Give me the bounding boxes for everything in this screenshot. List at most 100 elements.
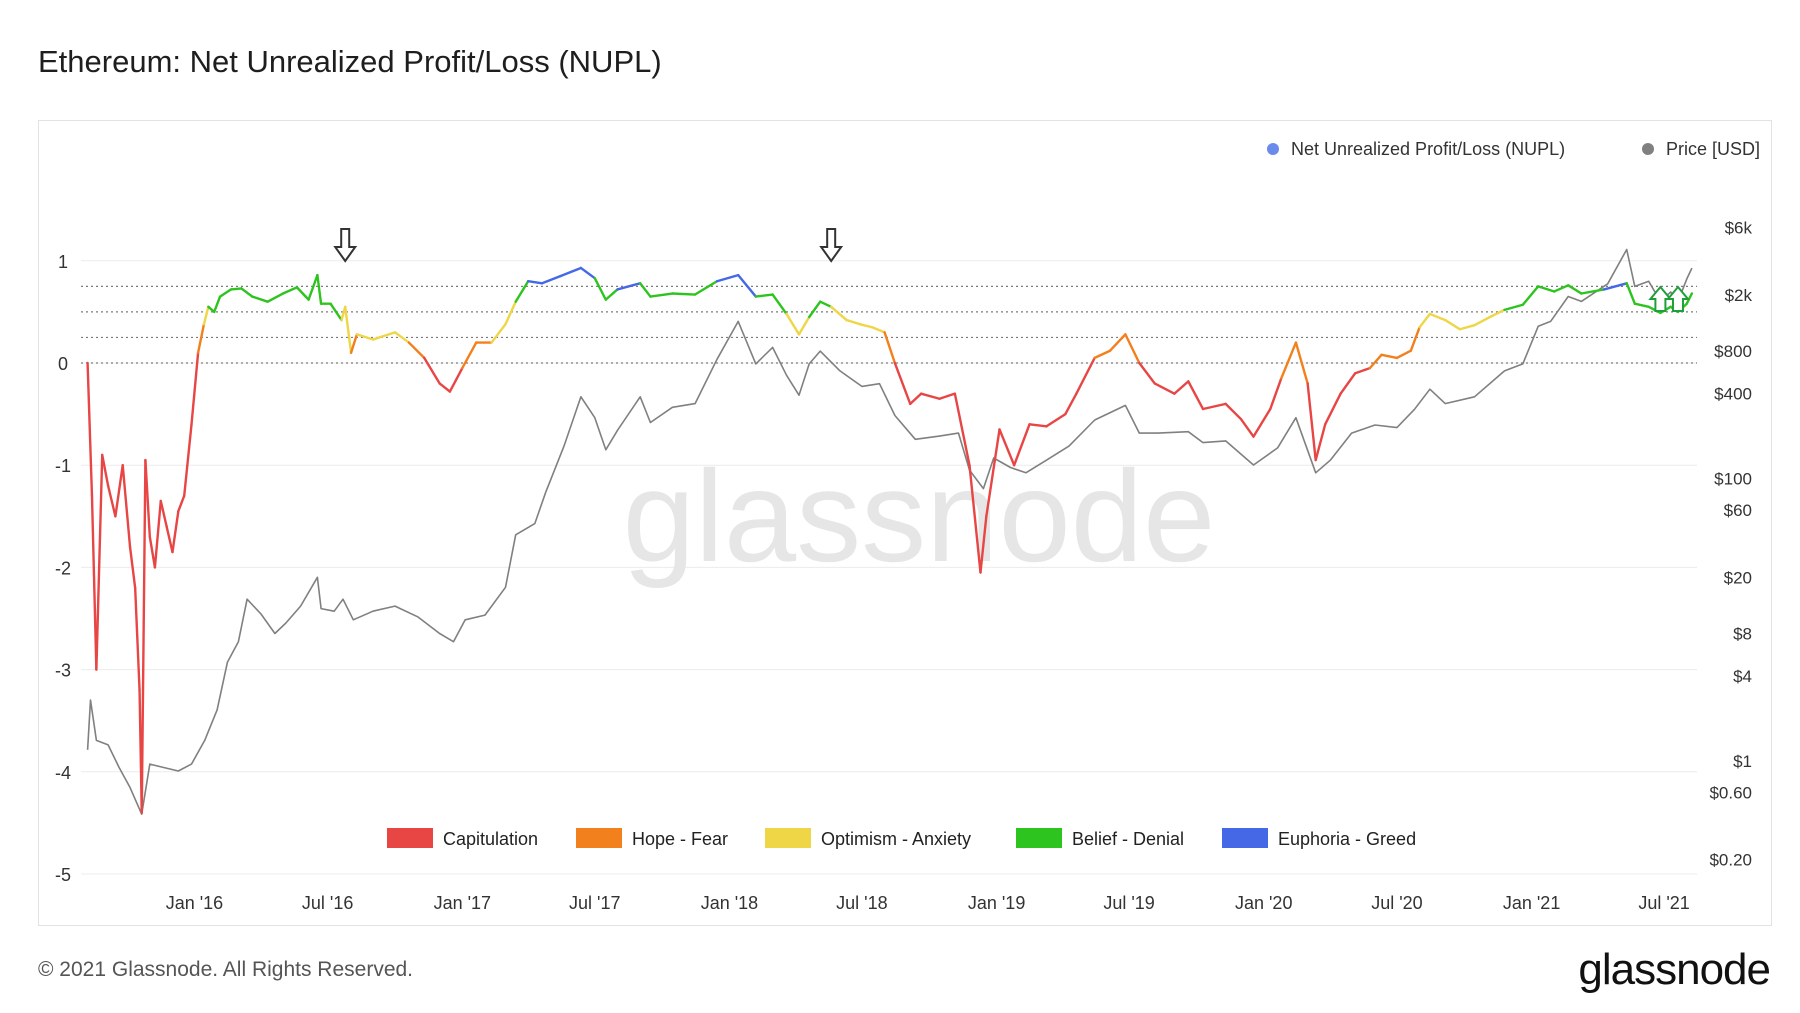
nupl-segment: [1280, 341, 1298, 380]
nupl-segment: [737, 273, 757, 298]
nupl-segment: [393, 331, 411, 344]
nupl-segment: [870, 326, 886, 334]
x-tick-label: Jan '19: [968, 893, 1025, 913]
nupl-segment: [1224, 402, 1243, 421]
zone-swatch: [576, 828, 622, 848]
nupl-segment: [514, 280, 530, 303]
x-tick-label: Jan '17: [434, 893, 491, 913]
nupl-segment: [1138, 361, 1156, 385]
x-tick-label: Jan '16: [166, 893, 223, 913]
nupl-segment: [121, 464, 132, 549]
nupl-segment: [1324, 392, 1342, 426]
nupl-segment: [196, 322, 206, 354]
nupl-segment: [423, 356, 441, 385]
right-tick-label: $2k: [1725, 286, 1753, 305]
nupl-segment: [153, 499, 162, 569]
right-tick-label: $8: [1733, 625, 1752, 644]
nupl-segment: [144, 458, 151, 538]
legend-label: Price [USD]: [1666, 139, 1760, 159]
zone-label: Belief - Denial: [1072, 829, 1184, 849]
nupl-segment: [148, 535, 157, 569]
right-tick-label: $0.20: [1709, 851, 1752, 870]
nupl-segment: [218, 288, 233, 298]
nupl-segment: [101, 453, 110, 487]
nupl-segment: [1536, 285, 1556, 293]
nupl-segment: [213, 295, 222, 314]
x-tick-label: Jan '20: [1235, 893, 1292, 913]
zone-swatch: [765, 828, 811, 848]
nupl-segment: [90, 494, 98, 671]
nupl-segment: [1553, 284, 1570, 293]
nupl-segment: [1187, 380, 1205, 411]
nupl-segment: [998, 428, 1016, 467]
nupl-segment: [1633, 302, 1650, 308]
nupl-segment: [649, 292, 674, 298]
arrow-down-icon: [819, 228, 844, 263]
nupl-segment: [1458, 323, 1476, 331]
annotations: [333, 228, 1691, 312]
nupl-segment: [355, 333, 375, 341]
arrow-up-icon: [1665, 285, 1691, 312]
nupl-segment: [1428, 312, 1447, 322]
nupl-segment: [1602, 282, 1628, 291]
nupl-segment: [1294, 341, 1309, 385]
left-tick-label: 0: [58, 354, 68, 374]
x-axis: Jan '16 Jul '16 Jan '17 Jul '17 Jan '18 Jul '…: [166, 893, 1690, 913]
nupl-segment: [281, 286, 299, 295]
nupl-segment: [1409, 326, 1421, 352]
nupl-segment: [461, 341, 478, 370]
nupl-segment: [1306, 382, 1317, 462]
right-tick-label: $0.60: [1709, 783, 1752, 802]
nupl-segment: [207, 305, 216, 314]
nupl-segment: [407, 341, 426, 360]
nupl-segment: [985, 428, 1001, 518]
nupl-segment: [316, 273, 323, 305]
nupl-segment: [448, 366, 464, 393]
nupl-segment: [909, 392, 923, 406]
left-tick-label: -2: [55, 558, 71, 578]
legend-dot: [1642, 143, 1654, 155]
nupl-segment: [240, 287, 254, 298]
nupl-segment: [579, 266, 596, 280]
nupl-segment: [938, 392, 957, 400]
nupl-segment: [504, 300, 517, 326]
nupl-segment: [953, 392, 971, 467]
nupl-segment: [1418, 312, 1432, 329]
nupl-segment: [165, 525, 174, 554]
nupl-segment: [1395, 349, 1413, 360]
nupl-segment: [808, 300, 822, 319]
zone-label: Optimism - Anxiety: [821, 829, 971, 849]
nupl-segment: [140, 458, 147, 814]
nupl-segment: [190, 351, 200, 426]
nupl-segment: [1012, 423, 1031, 467]
left-tick-label: -4: [55, 763, 71, 783]
nupl-segment: [1075, 356, 1096, 395]
nupl-segment: [883, 331, 897, 365]
right-tick-label: $1: [1733, 752, 1752, 771]
nupl-segment: [1108, 333, 1127, 352]
nupl-segment: [1124, 333, 1141, 365]
x-tick-label: Jul '20: [1371, 893, 1422, 913]
nupl-segment: [616, 282, 642, 291]
zone-swatch: [1016, 828, 1062, 848]
x-tick-label: Jan '21: [1503, 893, 1560, 913]
nupl-segment: [920, 392, 941, 400]
nupl-segment: [819, 300, 833, 308]
nupl-segment: [1269, 377, 1283, 411]
nupl-segment: [1314, 423, 1327, 462]
nupl-segment: [1045, 412, 1067, 428]
nupl-segment: [1153, 382, 1176, 395]
legend-label: Net Unrealized Profit/Loss (NUPL): [1291, 139, 1565, 159]
zone-legend: Capitulation Hope - Fear Optimism - Anxiet…: [387, 828, 1416, 849]
nupl-segment: [1444, 318, 1462, 331]
nupl-segment: [1201, 402, 1227, 411]
nupl-segment: [202, 305, 210, 326]
nupl-segment: [307, 273, 319, 301]
nupl-segment: [1380, 353, 1399, 360]
nupl-segment: [177, 494, 186, 513]
right-tick-label: $6k: [1725, 219, 1753, 238]
zone-swatch: [1222, 828, 1268, 848]
nupl-segment: [858, 322, 874, 329]
nupl-segment: [344, 305, 353, 354]
nupl-segment: [1685, 292, 1694, 305]
